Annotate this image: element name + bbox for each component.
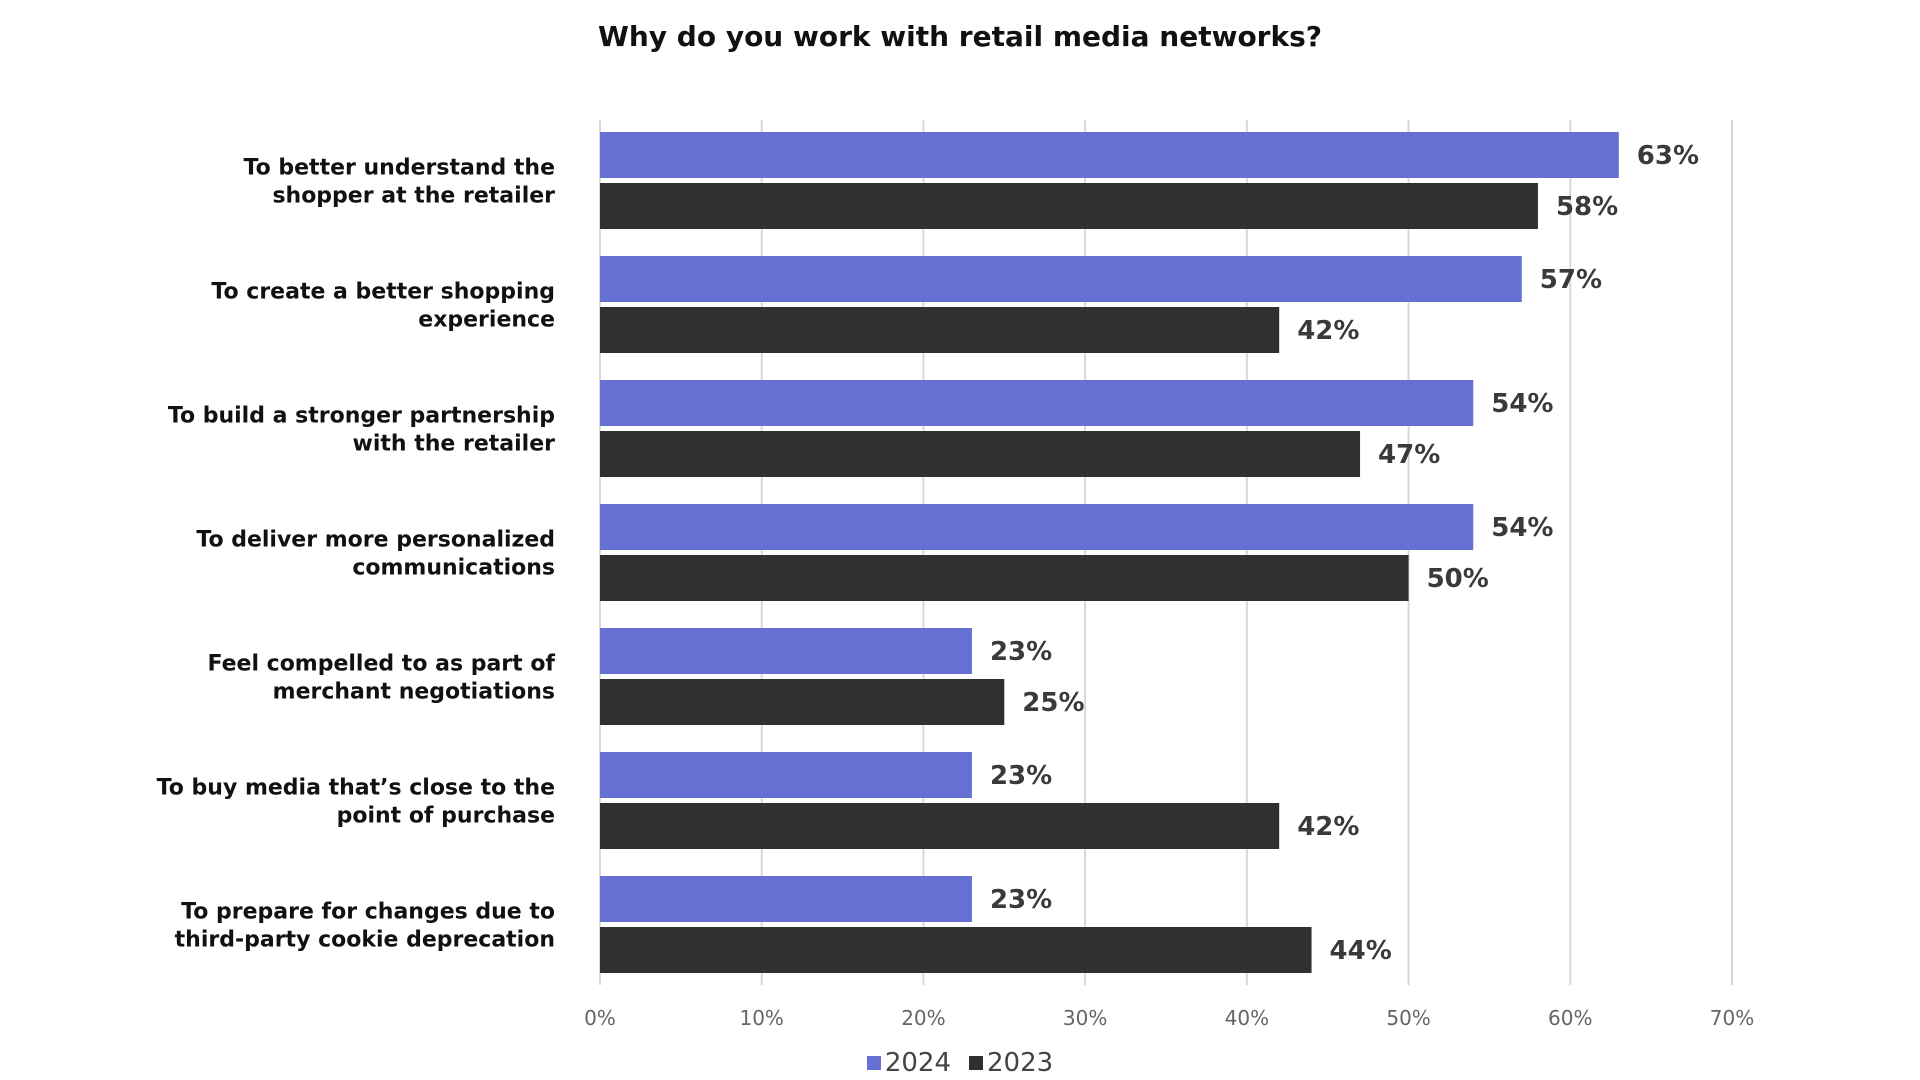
legend-swatch-2023 (969, 1056, 983, 1070)
bars (600, 132, 1619, 973)
legend-item-2023[interactable]: 2023 (969, 1048, 1053, 1078)
bar-2024-5 (600, 752, 972, 798)
value-label-2024-1: 57% (1540, 265, 1602, 295)
x-tick-labels: 0% 10% 20% 30% 40% 50% 60% 70% (584, 1006, 1754, 1030)
x-tick-label: 40% (1225, 1006, 1269, 1030)
bar-2024-4 (600, 628, 972, 674)
x-tick-label: 10% (739, 1006, 783, 1030)
value-label-2024-5: 23% (990, 761, 1052, 791)
x-tick-label: 50% (1386, 1006, 1430, 1030)
category-label: To prepare for changes due to (181, 900, 555, 925)
category-labels: To better understand the shopper at the r… (157, 156, 556, 953)
legend-label-2023: 2023 (987, 1048, 1054, 1078)
legend: 2024 2023 (0, 1048, 1920, 1078)
x-tick-label: 20% (901, 1006, 945, 1030)
bar-2023-4 (600, 679, 1005, 725)
value-label-2023-3: 50% (1427, 564, 1489, 594)
value-label-2024-4: 23% (990, 637, 1052, 667)
x-tick-label: 60% (1548, 1006, 1592, 1030)
legend-item-2024[interactable]: 2024 (866, 1048, 951, 1078)
value-label-2024-3: 54% (1491, 513, 1553, 543)
value-label-2023-6: 44% (1330, 936, 1392, 966)
bar-2024-3 (600, 504, 1474, 550)
value-label-2023-2: 47% (1378, 440, 1440, 470)
category-label: To deliver more personalized (196, 528, 555, 553)
x-tick-label: 70% (1710, 1006, 1754, 1030)
grid-lines (599, 120, 1733, 985)
bar-2023-1 (600, 307, 1280, 353)
value-label-2023-5: 42% (1297, 812, 1359, 842)
bar-2023-2 (600, 431, 1361, 477)
bar-2023-0 (600, 183, 1538, 229)
value-labels: 63%58%57%42%54%47%54%50%23%25%23%42%23%4… (990, 141, 1699, 966)
value-label-2023-0: 58% (1556, 192, 1618, 222)
x-tick-label: 0% (584, 1006, 616, 1030)
category-label: experience (418, 308, 555, 333)
value-label-2024-0: 63% (1637, 141, 1699, 171)
category-label: communications (352, 556, 555, 581)
legend-swatch-2024 (866, 1056, 881, 1070)
bar-2024-6 (600, 876, 972, 922)
category-label: Feel compelled to as part of (207, 652, 555, 677)
category-label: merchant negotiations (273, 680, 555, 705)
chart-title: Why do you work with retail media networ… (597, 20, 1323, 53)
category-label: To buy media that’s close to the (157, 776, 555, 801)
category-label: To build a stronger partnership (168, 404, 555, 429)
legend-label-2024: 2024 (884, 1048, 951, 1078)
category-label: with the retailer (353, 432, 556, 457)
category-label: To better understand the (244, 156, 555, 181)
value-label-2024-2: 54% (1491, 389, 1553, 419)
category-label: point of purchase (337, 804, 555, 829)
category-label: third-party cookie deprecation (175, 928, 555, 953)
category-label: To create a better shopping (211, 280, 555, 305)
value-label-2023-1: 42% (1297, 316, 1359, 346)
bar-2023-5 (600, 803, 1280, 849)
bar-2023-3 (600, 555, 1409, 601)
x-tick-label: 30% (1063, 1006, 1107, 1030)
value-label-2024-6: 23% (990, 885, 1052, 915)
bar-2024-2 (600, 380, 1474, 426)
bar-2023-6 (600, 927, 1312, 973)
bar-2024-0 (600, 132, 1619, 178)
bar-2024-1 (600, 256, 1522, 302)
category-label: shopper at the retailer (272, 184, 555, 209)
value-label-2023-4: 25% (1022, 688, 1084, 718)
